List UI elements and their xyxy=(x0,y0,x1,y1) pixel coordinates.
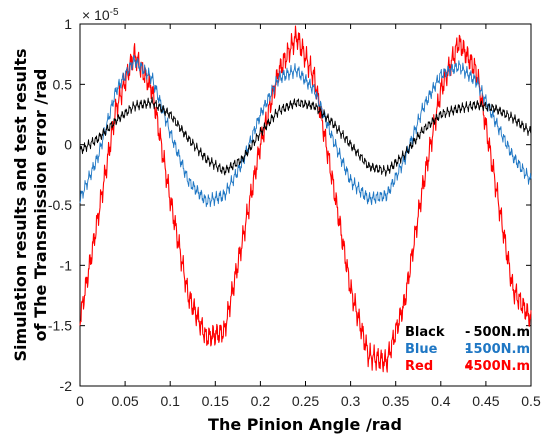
legend-dash: - xyxy=(465,359,470,374)
x-tick-label: 0.2 xyxy=(251,393,271,409)
y-axis-title-line2: of The Transmission error /rad xyxy=(31,69,50,342)
x-tick-label: 0.25 xyxy=(292,393,319,409)
legend-load-black: 500N.m xyxy=(473,325,530,340)
plot-frame xyxy=(79,23,532,387)
y-tick-label: 1 xyxy=(64,16,72,32)
legend-load-red: 4500N.m xyxy=(464,359,530,374)
legend-load-blue: 1500N.m xyxy=(464,342,530,357)
x-tick-label: 0.05 xyxy=(111,393,138,409)
legend-name-red: Red xyxy=(405,359,433,374)
x-tick-label: 0.15 xyxy=(202,393,229,409)
legend-name-blue: Blue xyxy=(405,342,438,357)
series-layer xyxy=(79,25,532,373)
y-axis-title-line1: Simulation results and test results xyxy=(11,48,30,361)
y-exponent-power: -5 xyxy=(110,7,119,18)
legend-name-black: Black xyxy=(405,325,445,340)
y-tick-label: -1 xyxy=(60,257,73,273)
series-line-red xyxy=(79,25,532,373)
x-tick-label: 0.4 xyxy=(431,393,451,409)
series-line-blue xyxy=(79,54,532,208)
x-tick-label: 0.1 xyxy=(160,393,180,409)
x-tick-label: 0.5 xyxy=(521,393,541,409)
x-tick-label: 0.3 xyxy=(341,393,361,409)
y-tick-label: -1.5 xyxy=(48,318,72,334)
y-exponent-base: × 10 xyxy=(82,7,110,23)
x-axis-ticks: 0 0.05 0.1 0.15 0.2 0.25 0.3 0.35 0.4 0.45 0.5 xyxy=(76,24,541,409)
y-tick-label: 0 xyxy=(64,137,72,153)
legend-dash: - xyxy=(465,325,470,340)
y-tick-label: 0.5 xyxy=(53,76,73,92)
y-axis-title: Simulation results and test results of T… xyxy=(11,48,50,361)
y-tick-label: -0.5 xyxy=(48,197,72,213)
x-tick-label: 0.35 xyxy=(382,393,409,409)
legend-dash: - xyxy=(465,342,470,357)
x-tick-label: 0.45 xyxy=(472,393,499,409)
y-tick-label: -2 xyxy=(60,378,73,394)
y-exponent-label: × 10-5 xyxy=(82,7,119,23)
y-axis-ticks: -2 -1.5 -1 -0.5 0 0.5 1 xyxy=(48,16,531,394)
x-tick-label: 0 xyxy=(76,393,84,409)
series-line-black xyxy=(79,96,532,177)
x-axis-title: The Pinion Angle /rad xyxy=(208,415,402,434)
